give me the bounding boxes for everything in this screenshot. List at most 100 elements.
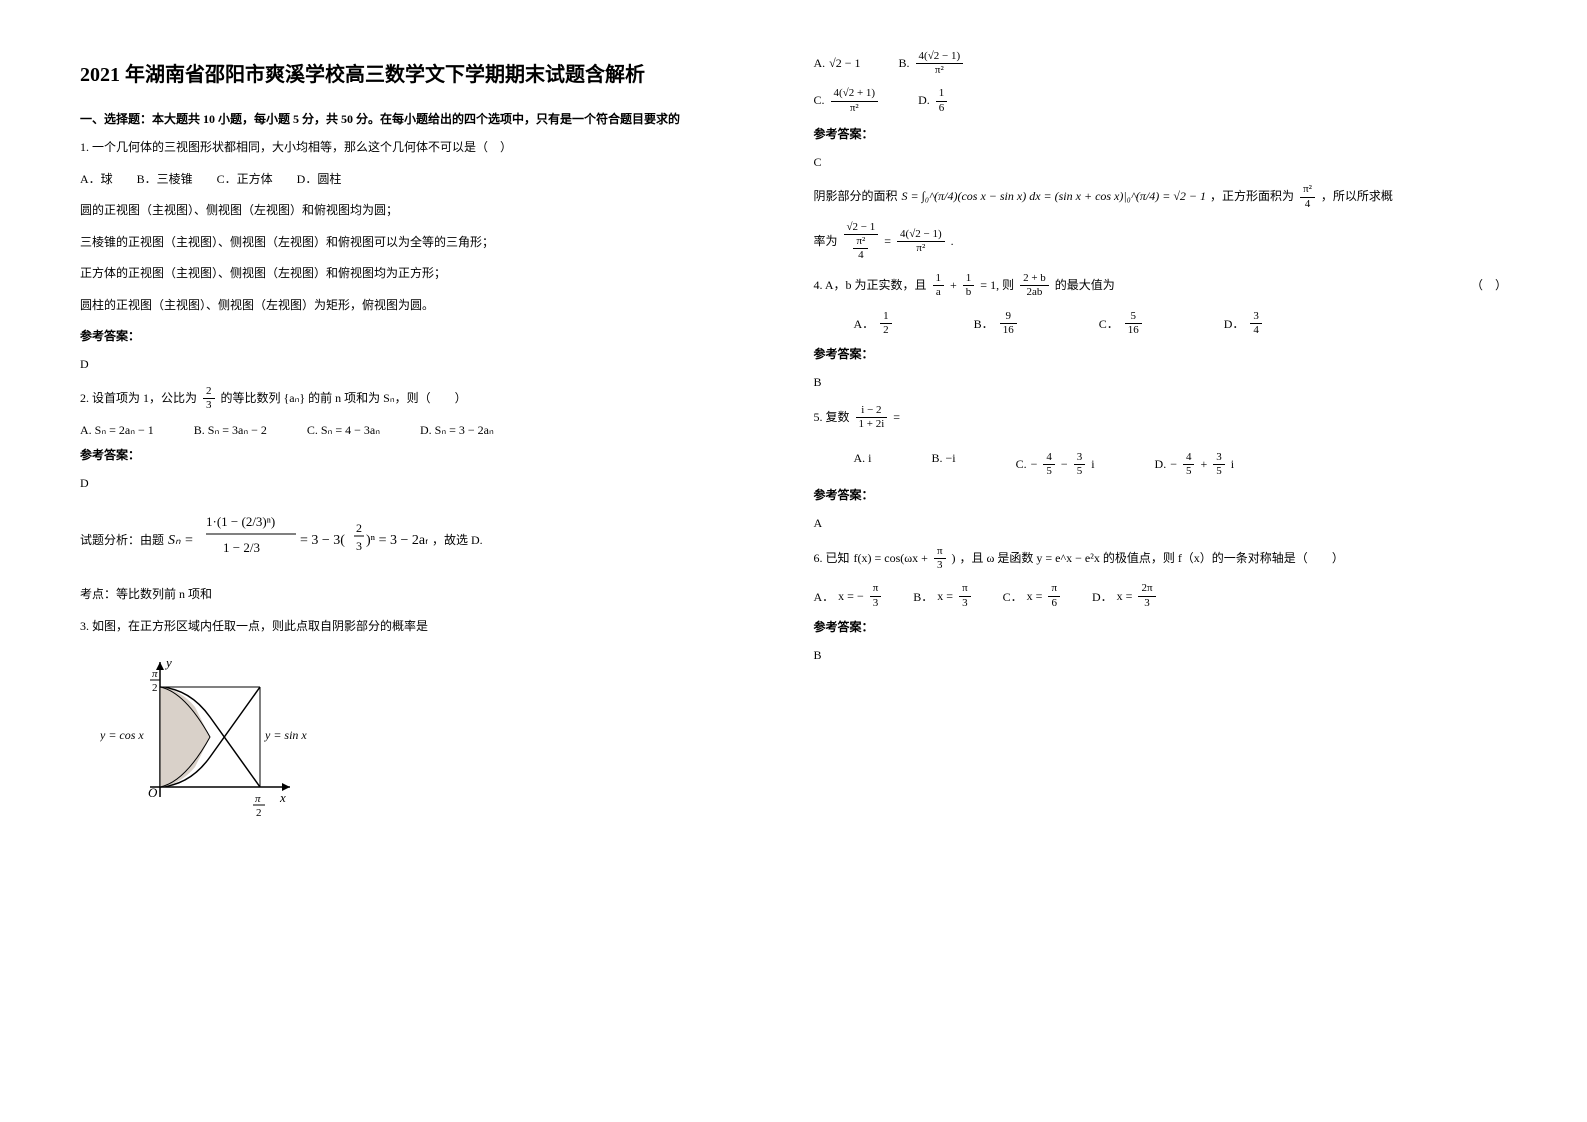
q6-B-pre: B． — [913, 588, 933, 605]
q6-optB: B． x = π3 — [913, 582, 972, 609]
q3-sq-num: π² — [1300, 183, 1315, 197]
q5-text: 5. 复数 i − 2 1 + 2i = — [814, 404, 1508, 431]
q2-options: A. Sₙ = 2aₙ − 1 B. Sₙ = 3aₙ − 2 C. Sₙ = … — [80, 423, 774, 438]
q1-options: A．球 B．三棱锥 C．正方体 D．圆柱 — [80, 169, 774, 191]
q4-ans-label: 参考答案： — [814, 345, 1508, 362]
q5-ans: A — [814, 513, 1508, 535]
q4-B-label: B． — [974, 315, 994, 332]
q6-text: 6. 已知 f(x) = cos(ωx + π 3 ) ，且 ω 是函数 y =… — [814, 545, 1508, 572]
q5-num: i − 2 — [856, 404, 888, 418]
q1-text: 1. 一个几何体的三视图形状都相同，大小均相等，那么这个几何体不可以是（ ） — [80, 137, 774, 159]
q5-frac: i − 2 1 + 2i — [856, 404, 888, 431]
q6-optD: D． x = 2π3 — [1092, 582, 1158, 609]
q4-target: 2 + b 2ab — [1020, 272, 1049, 299]
q5-D-pre: D. — [1155, 457, 1167, 472]
q3-rate-left-num: √2 − 1 — [844, 221, 879, 235]
q5-text-a: 5. 复数 — [814, 407, 850, 429]
right-column: A. √2 − 1 B. 4(√2 − 1) π² C. 4(√2 + 1) π… — [794, 40, 1528, 1082]
q5-D-anum: 4 — [1183, 451, 1195, 465]
title: 2021 年湖南省邵阳市爽溪学校高三数学文下学期期末试题含解析 — [80, 60, 774, 90]
q6-ans-label: 参考答案： — [814, 618, 1508, 635]
q3-rate-right: 4(√2 − 1) π² — [897, 228, 945, 255]
q4-C-den: 16 — [1125, 324, 1142, 337]
q3-optC-frac: 4(√2 + 1) π² — [831, 87, 879, 114]
q3-expl-suffix: ，所以所求概 — [1321, 186, 1393, 208]
q4-D-label: D． — [1224, 315, 1245, 332]
q3-rate-left: √2 − 1 π² 4 — [844, 221, 879, 263]
q2-frac-den: 3 — [203, 399, 215, 412]
q2-ans-label: 参考答案： — [80, 446, 774, 463]
q1-line4: 圆柱的正视图（主视图）、侧视图（左视图）为矩形，俯视图为圆。 — [80, 295, 774, 317]
q5-options: A. i B. −i C. − 45 − 35 i D. − 45 + 35 i — [854, 451, 1508, 478]
q3-rate-right-num: 4(√2 − 1) — [897, 228, 945, 242]
q4-optB: B． 916 — [974, 310, 1019, 337]
q6-ans: B — [814, 645, 1508, 667]
q6-A-pre: A． — [814, 588, 835, 605]
q5-ans-label: 参考答案： — [814, 486, 1508, 503]
q3-optC-den: π² — [831, 102, 879, 115]
svg-text:1·(1 − (2/3)ⁿ): 1·(1 − (2/3)ⁿ) — [206, 514, 275, 529]
q3-sq-den: 4 — [1300, 198, 1315, 211]
q4-cond2: 1 b — [963, 272, 975, 299]
svg-text:y = sin x: y = sin x — [264, 728, 307, 742]
q6-D-num: 2π — [1138, 582, 1155, 596]
q2-explain: 试题分析：由题 Sₙ = 1·(1 − (2/3)ⁿ) 1 − 2/3 = 3 … — [80, 504, 774, 574]
q6-C-lhs: x = — [1027, 589, 1043, 604]
q5-C-anum: 4 — [1043, 451, 1055, 465]
q3-rate-left-den-num: π² — [853, 235, 868, 249]
q6-fx: f(x) = cos(ωx + — [854, 548, 928, 570]
q3-optD-pre: D. — [918, 90, 930, 112]
q4-plus: + — [950, 275, 957, 297]
q3-optB-frac: 4(√2 − 1) π² — [916, 50, 964, 77]
q3-expl-S: S = ∫₀^(π/4)(cos x − sin x) dx = (sin x … — [902, 186, 1207, 208]
q4-optC: C． 516 — [1099, 310, 1144, 337]
svg-text:x: x — [279, 790, 286, 805]
q5-optD: D. − 45 + 35 i — [1155, 451, 1235, 478]
q4-target-den: 2ab — [1020, 286, 1049, 299]
q6-optC: C． x = π6 — [1003, 582, 1062, 609]
q4-ans: B — [814, 372, 1508, 394]
q4-target-num: 2 + b — [1020, 272, 1049, 286]
q6-ang: π 3 — [934, 545, 946, 572]
q6-A-den: 3 — [870, 597, 882, 610]
origin-label: O — [148, 785, 158, 800]
svg-text:y: y — [164, 655, 172, 670]
q6-D-pre: D． — [1092, 588, 1113, 605]
left-column: 2021 年湖南省邵阳市爽溪学校高三数学文下学期期末试题含解析 一、选择题：本大… — [60, 40, 794, 1082]
q4-optD: D． 34 — [1224, 310, 1264, 337]
q2-frac-num: 2 — [203, 385, 215, 399]
q2-text-b: 的等比数列 {aₙ} 的前 n 项和为 Sₙ，则（ ） — [221, 388, 467, 410]
q2-kaodian: 考点：等比数列前 n 项和 — [80, 584, 774, 606]
q4-D-den: 4 — [1250, 324, 1262, 337]
q5-optC: C. − 45 − 35 i — [1016, 451, 1095, 478]
q4-A-label: A． — [854, 315, 875, 332]
q4-cond1: 1 a — [933, 272, 945, 299]
q3-expl-row: 阴影部分的面积 S = ∫₀^(π/4)(cos x − sin x) dx =… — [814, 183, 1508, 210]
q4-paren: （ ） — [1471, 275, 1507, 297]
q4-cond2-num: 1 — [963, 272, 975, 286]
q1-ans: D — [80, 354, 774, 376]
q3-optC-num: 4(√2 + 1) — [831, 87, 879, 101]
q3-optB-num: 4(√2 − 1) — [916, 50, 964, 64]
q5-D-bnum: 3 — [1213, 451, 1225, 465]
page: 2021 年湖南省邵阳市爽溪学校高三数学文下学期期末试题含解析 一、选择题：本大… — [0, 0, 1587, 1122]
q6-D-den: 3 — [1138, 597, 1155, 610]
q2-ans: D — [80, 473, 774, 495]
svg-text:π: π — [255, 793, 261, 805]
q5-den: 1 + 2i — [856, 418, 888, 431]
q2-expl-a: 试题分析：由题 — [80, 531, 164, 548]
q3-optC-pre: C. — [814, 90, 825, 112]
q5-C-bden: 5 — [1074, 465, 1086, 478]
q5-eq: = — [893, 407, 900, 429]
q5-D-aden: 5 — [1183, 465, 1195, 478]
q4-C-num: 5 — [1125, 310, 1142, 324]
q4-A-num: 1 — [880, 310, 892, 324]
q4-B-den: 16 — [1000, 324, 1017, 337]
q5-optB: B. −i — [932, 451, 956, 478]
q3-rate-left-den: π² 4 — [844, 235, 879, 262]
q3-optB-pre: B. — [899, 53, 910, 75]
q6-options: A． x = − π3 B． x = π3 C． x = π6 D． x = 2… — [814, 582, 1508, 609]
q2-optA: A. Sₙ = 2aₙ − 1 — [80, 423, 154, 438]
q3-sq-frac: π² 4 — [1300, 183, 1315, 210]
q2-frac: 2 3 — [203, 385, 215, 412]
